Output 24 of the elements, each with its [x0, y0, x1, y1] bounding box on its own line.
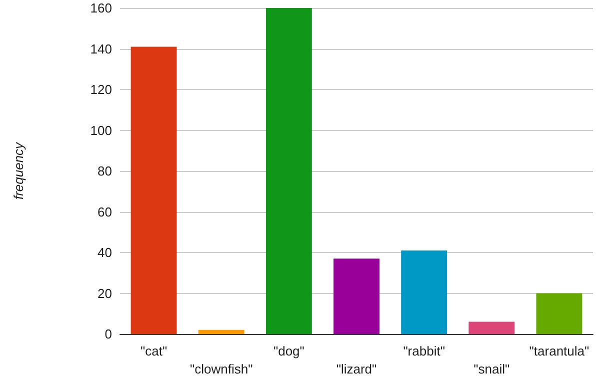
x-tick-label: "cat"	[140, 344, 168, 358]
y-tick-label: 100	[90, 122, 112, 138]
bar	[266, 8, 312, 334]
x-tick-label: "dog"	[273, 344, 305, 358]
y-tick-label: 80	[98, 164, 112, 178]
x-tick-label: "lizard"	[336, 362, 378, 376]
y-tick-label: 120	[90, 82, 112, 97]
y-tick-label: 20	[98, 286, 112, 301]
x-tick-label: "tarantula"	[529, 344, 590, 358]
y-tick-label: 0	[104, 326, 112, 342]
y-tick-label: 60	[98, 204, 112, 220]
bar	[536, 293, 582, 334]
bar	[401, 250, 448, 334]
bar	[198, 330, 244, 334]
y-tick-label: 160	[90, 0, 112, 16]
bar	[334, 258, 380, 334]
y-tick-label: 40	[98, 245, 112, 260]
x-tick-label: "rabbit"	[403, 344, 446, 358]
y-tick-label: 140	[90, 41, 112, 56]
y-axis-title: frequency	[11, 140, 26, 200]
x-tick-label: "snail"	[474, 362, 510, 376]
x-tick-label: "clownfish"	[190, 362, 254, 376]
bar	[130, 46, 177, 334]
bar	[468, 322, 515, 334]
